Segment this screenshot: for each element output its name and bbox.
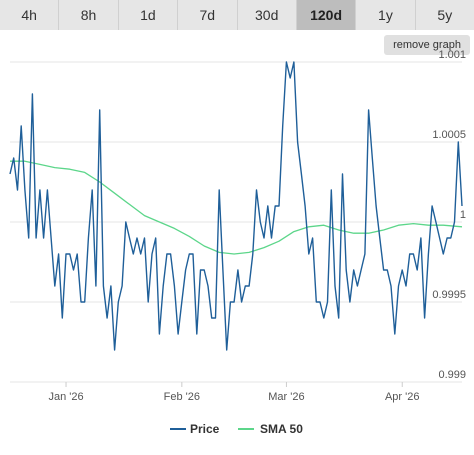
y-tick-label: 0.999 [438,369,466,381]
tab-7d[interactable]: 7d [178,0,238,30]
tab-4h[interactable]: 4h [0,0,60,30]
legend-item-price[interactable]: Price [170,422,220,436]
x-tick-label: Mar '26 [268,391,304,403]
tab-30d[interactable]: 30d [237,0,297,30]
legend-label: SMA 50 [260,422,303,436]
tab-8h[interactable]: 8h [59,0,119,30]
tab-1y[interactable]: 1y [356,0,416,30]
legend-item-sma-50[interactable]: SMA 50 [238,422,303,436]
tab-1d[interactable]: 1d [118,0,179,30]
tab-120d[interactable]: 120d [296,0,357,30]
y-tick-label: 0.9995 [432,289,466,301]
price-line [9,61,463,351]
timeframe-tabs: 4h 8h 1d 7d 30d 120d 1y 5y [0,0,474,30]
remove-graph-button[interactable]: remove graph [384,35,470,55]
sma-50-line [10,160,463,255]
x-tick-label: Jan '26 [48,391,83,403]
x-tick-label: Feb '26 [164,391,200,403]
legend-label: Price [190,422,220,436]
series-layer [9,61,463,351]
y-axis: 1.001 1.0005 1 0.9995 0.999 [432,49,466,381]
grid-lines [10,61,462,383]
y-tick-label: 1 [460,209,466,221]
x-axis: Jan '26 Feb '26 Mar '26 Apr '26 [48,382,419,403]
legend: Price SMA 50 [170,422,303,436]
y-tick-label: 1.0005 [432,129,466,141]
x-tick-label: Apr '26 [385,391,420,403]
y-tick-label: 1.001 [438,49,466,61]
tab-5y[interactable]: 5y [415,0,474,30]
